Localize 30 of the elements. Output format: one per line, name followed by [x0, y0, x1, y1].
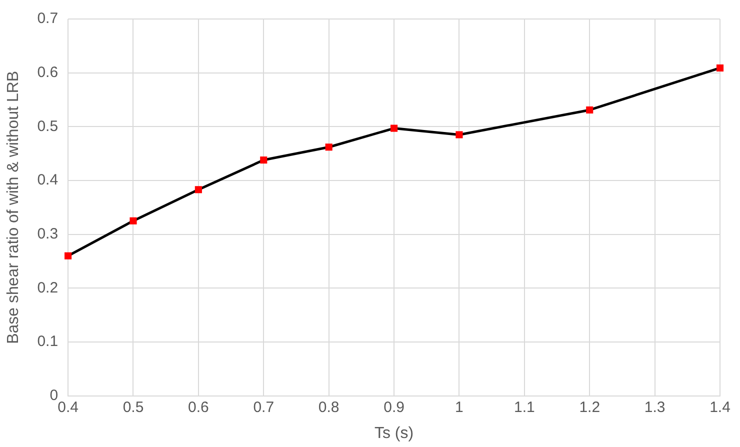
y-axis-title: Base shear ratio of with & without LRB [5, 70, 22, 344]
point [325, 144, 332, 151]
point [456, 131, 463, 138]
x-tick-label: 0.8 [318, 398, 340, 416]
y-tick-label: 0.3 [37, 225, 58, 242]
x-tick-label: 0.9 [384, 398, 404, 416]
point [586, 106, 594, 114]
y-tick-label: 0.5 [37, 118, 58, 135]
x-tick-label: 1 [455, 398, 464, 416]
point [64, 252, 72, 260]
x-axis-title: Ts (s) [374, 424, 414, 442]
x-tick-label: 1.3 [644, 398, 666, 416]
point [390, 124, 398, 132]
y-tick-label: 0.6 [37, 64, 58, 81]
y-tick-label: 0.4 [37, 172, 58, 189]
point [194, 186, 202, 194]
point [716, 64, 724, 72]
y-tick-label: 0.1 [37, 333, 58, 350]
y-tick-label: 0 [50, 386, 58, 404]
x-tick-label: 0.5 [122, 398, 144, 416]
x-tick-label: 0.4 [58, 398, 78, 416]
point [130, 217, 137, 224]
y-tick-label: 0.2 [37, 279, 58, 296]
x-tick-label: 1.4 [710, 398, 730, 416]
x-tick-label: 1.1 [514, 398, 535, 416]
x-tick-label: 0.6 [188, 398, 209, 416]
y-tick-label: 0.7 [37, 10, 58, 28]
point [260, 156, 268, 164]
x-tick-label: 0.7 [253, 398, 274, 416]
x-tick-label: 1.2 [579, 398, 600, 416]
